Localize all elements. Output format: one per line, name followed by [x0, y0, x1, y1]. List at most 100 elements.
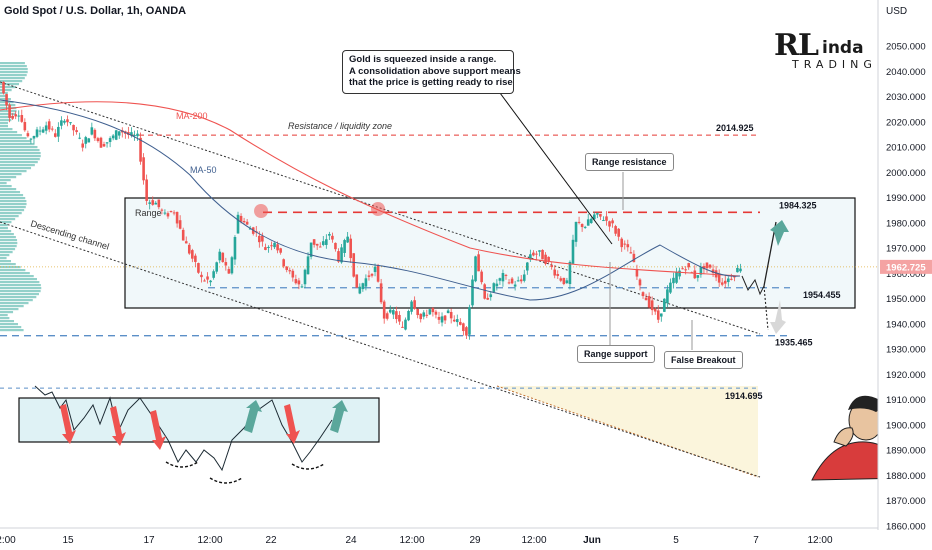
candle-body [480, 271, 483, 283]
volume-bar [0, 260, 12, 263]
volume-bar [0, 311, 14, 314]
candle-body [90, 127, 94, 135]
candle-body [291, 270, 295, 278]
price-tick-label: 1990.000 [886, 193, 926, 204]
candle-body [711, 269, 715, 274]
volume-bar [0, 284, 41, 287]
candle-body [315, 243, 319, 246]
volume-bar [0, 320, 15, 323]
candle-body [504, 274, 508, 276]
candle-body [638, 279, 642, 286]
range-support-label: Range support [577, 345, 655, 363]
volume-bar [0, 185, 12, 188]
candle-body [623, 243, 627, 245]
range-box [124, 197, 856, 309]
pattern-illustration [34, 385, 348, 484]
candle-body [267, 246, 270, 248]
volume-bar [0, 140, 31, 143]
candle-body [583, 226, 587, 228]
price-tick-label: 1930.000 [886, 345, 926, 356]
candle-body [736, 267, 739, 273]
candle-body [248, 228, 252, 230]
volume-bar [0, 110, 17, 113]
projection-down-arrow [763, 285, 769, 331]
candle-body [29, 138, 33, 140]
candle-body [99, 137, 103, 148]
candle-body [282, 259, 285, 267]
candle-body [422, 312, 426, 317]
candle-body [136, 133, 139, 137]
candle-body [20, 115, 24, 122]
candle-body [14, 114, 18, 117]
candle-body [367, 275, 371, 277]
candle-body [184, 241, 188, 244]
candle-body [730, 278, 733, 280]
candle-body [437, 316, 441, 320]
candle-body [166, 213, 170, 217]
candle-body [468, 307, 471, 335]
level-label-l1914: 1914.695 [725, 391, 763, 401]
candle-body [145, 179, 148, 201]
logo-text-sub: TRADING [792, 58, 877, 71]
candle-body [401, 326, 404, 328]
candle-body [358, 286, 362, 294]
candle-body [309, 242, 313, 257]
range-label: Range [135, 208, 162, 218]
candle-body [593, 214, 596, 220]
volume-bar [0, 83, 20, 86]
candle-body [477, 254, 480, 272]
candle-body [419, 313, 423, 320]
candle-body [717, 273, 721, 283]
candle-body [373, 266, 377, 273]
volume-bar [0, 77, 25, 80]
candle-body [38, 130, 42, 132]
candle-body [529, 254, 532, 260]
candle-body [617, 228, 620, 237]
price-axis: 2050.000 2040.000 2030.000 2020.000 2010.000… [877, 0, 932, 550]
candle-body [325, 239, 328, 245]
candle-body [239, 215, 243, 222]
candle-body [203, 280, 206, 282]
price-tick-label: 1950.000 [886, 294, 926, 305]
pattern-up-arrow [330, 400, 348, 433]
price-tick-label: 1870.000 [886, 496, 926, 507]
volume-bar [0, 290, 41, 293]
pattern-up-arrow [244, 400, 262, 433]
candle-body [455, 319, 459, 323]
volume-bar [0, 305, 24, 308]
candle-body [510, 278, 514, 284]
candle-body [215, 262, 218, 272]
pattern-smile-curve [165, 461, 199, 468]
volume-bar [0, 254, 10, 257]
candle-body [675, 271, 678, 283]
candle-body [647, 296, 651, 308]
time-tick-label: 17 [143, 535, 155, 546]
volume-bar [0, 317, 10, 320]
candle-body [57, 126, 60, 137]
candle-body [8, 104, 11, 118]
candle-body [279, 248, 282, 253]
price-tick-label: 1900.000 [886, 420, 926, 431]
candle-body [172, 212, 176, 214]
logo-text-big: RL [774, 28, 819, 63]
volume-bar [0, 224, 8, 227]
volume-bar [0, 62, 25, 65]
time-tick-label: 22 [265, 535, 277, 546]
candle-body [209, 280, 212, 283]
candle-body [562, 277, 566, 285]
candle-body [53, 133, 57, 137]
candle-body [270, 245, 273, 247]
candle-body [352, 253, 356, 277]
candle-body [739, 268, 742, 272]
candle-body [507, 282, 511, 284]
volume-bar [0, 245, 17, 248]
candle-body [571, 239, 575, 264]
level-label-l1984: 1984.325 [779, 200, 817, 210]
candle-body [306, 256, 310, 275]
ma200-label: MA-200 [176, 111, 208, 121]
candle-body [343, 240, 346, 253]
projected-up-marker [770, 220, 789, 246]
candle-body [321, 241, 325, 245]
